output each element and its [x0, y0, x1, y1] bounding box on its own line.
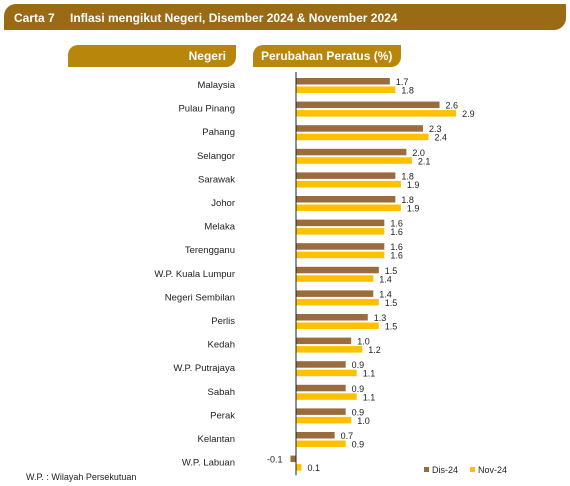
column-header-perubahan: Perubahan Peratus (%): [253, 45, 401, 67]
data-label: 1.4: [379, 274, 392, 284]
bar-nov24: [296, 322, 379, 329]
category-label: Melaka: [204, 222, 235, 233]
data-label: 1.2: [368, 345, 381, 355]
data-label: 1.6: [390, 219, 403, 229]
category-label: Perlis: [211, 316, 235, 327]
legend-swatch-nov24: [470, 467, 475, 472]
bar-nov24: [296, 157, 412, 164]
category-label: Terengganu: [185, 245, 235, 256]
bar-dis24: [296, 219, 385, 227]
bar-nov24: [296, 180, 401, 188]
legend-label: Dis-24: [432, 465, 458, 475]
data-label: 1.0: [357, 337, 370, 347]
bar-nov24: [296, 110, 457, 117]
data-label: 1.6: [390, 251, 403, 261]
category-label: W.P. Kuala Lumpur: [154, 269, 235, 280]
data-label: 2.3: [429, 124, 442, 134]
bar-dis24: [296, 432, 335, 439]
category-label: Pulau Pinang: [178, 104, 235, 115]
bar-dis24: [296, 243, 385, 250]
data-label: 0.1: [308, 463, 321, 473]
data-label: 1.0: [357, 416, 370, 426]
data-label: 1.9: [407, 204, 420, 214]
data-label: 2.4: [434, 133, 447, 143]
data-label: 1.5: [385, 298, 398, 308]
bar-nov24: [296, 393, 357, 400]
data-label: 2.1: [418, 156, 431, 166]
bar-nov24: [296, 275, 374, 282]
category-label: Perak: [210, 410, 235, 421]
bar-dis24: [296, 408, 346, 415]
bar-nov24: [296, 251, 385, 259]
category-label: Selangor: [197, 151, 235, 162]
data-label: 0.7: [341, 431, 354, 441]
bar-nov24: [296, 369, 357, 377]
data-label: 1.1: [363, 392, 376, 402]
bar-dis24: [290, 455, 296, 463]
category-label: Sabah: [208, 387, 235, 398]
data-label: 1.7: [396, 77, 409, 87]
bar-nov24: [296, 440, 346, 447]
bar-nov24: [296, 86, 396, 93]
data-label: 2.9: [462, 109, 475, 119]
bar-nov24: [296, 228, 385, 235]
data-label: 2.6: [446, 101, 459, 111]
bar-dis24: [296, 101, 440, 109]
data-label: 1.3: [374, 313, 387, 323]
bar-dis24: [296, 78, 390, 85]
category-label: Kelantan: [197, 434, 235, 445]
data-label: 0.9: [352, 407, 365, 417]
column-header-negeri: Negeri: [68, 45, 236, 67]
bar-nov24: [296, 416, 352, 424]
category-label: Negeri Sembilan: [165, 292, 235, 303]
data-label: 0.9: [352, 360, 365, 370]
data-label: 1.8: [401, 86, 414, 96]
bar-nov24: [296, 204, 401, 211]
bar-nov24: [296, 464, 302, 471]
bar-dis24: [296, 314, 368, 321]
footnote: W.P. : Wilayah Persekutuan: [26, 472, 137, 482]
bar-dis24: [296, 148, 407, 156]
data-label: 0.9: [352, 440, 365, 450]
bar-dis24: [296, 125, 423, 132]
category-label: Kedah: [208, 340, 235, 351]
category-label: W.P. Labuan: [182, 458, 235, 469]
data-label: 2.0: [412, 148, 425, 158]
data-label: 1.6: [390, 242, 403, 252]
bar-dis24: [296, 361, 346, 368]
bar-dis24: [296, 172, 396, 179]
data-label: 1.9: [407, 180, 420, 190]
category-label: Pahang: [202, 127, 235, 138]
data-label: 1.1: [363, 369, 376, 379]
data-label: 1.8: [401, 195, 414, 205]
data-label: 1.5: [385, 266, 398, 276]
bar-nov24: [296, 346, 363, 353]
category-label: Malaysia: [198, 80, 236, 91]
bar-dis24: [296, 384, 346, 392]
data-label: 0.9: [352, 384, 365, 394]
bar-dis24: [296, 337, 352, 345]
legend-swatch-dis24: [424, 467, 429, 472]
data-label: 1.8: [401, 171, 414, 181]
legend-label: Nov-24: [478, 465, 507, 475]
chart-title-bar: Carta 7 Inflasi mengikut Negeri, Disembe…: [4, 4, 566, 30]
data-label: -0.1: [267, 455, 283, 465]
bar-nov24: [296, 133, 429, 141]
bar-dis24: [296, 266, 379, 274]
category-label: Johor: [211, 198, 235, 209]
bar-nov24: [296, 298, 379, 306]
data-label: 1.5: [385, 322, 398, 332]
bar-dis24: [296, 196, 396, 203]
bar-dis24: [296, 290, 374, 297]
category-label: Sarawak: [198, 174, 235, 185]
chart-number: Carta 7: [14, 11, 55, 25]
data-label: 1.4: [379, 289, 392, 299]
chart-title: Inflasi mengikut Negeri, Disember 2024 &…: [70, 11, 398, 25]
data-label: 1.6: [390, 227, 403, 237]
category-label: W.P. Putrajaya: [173, 363, 235, 374]
